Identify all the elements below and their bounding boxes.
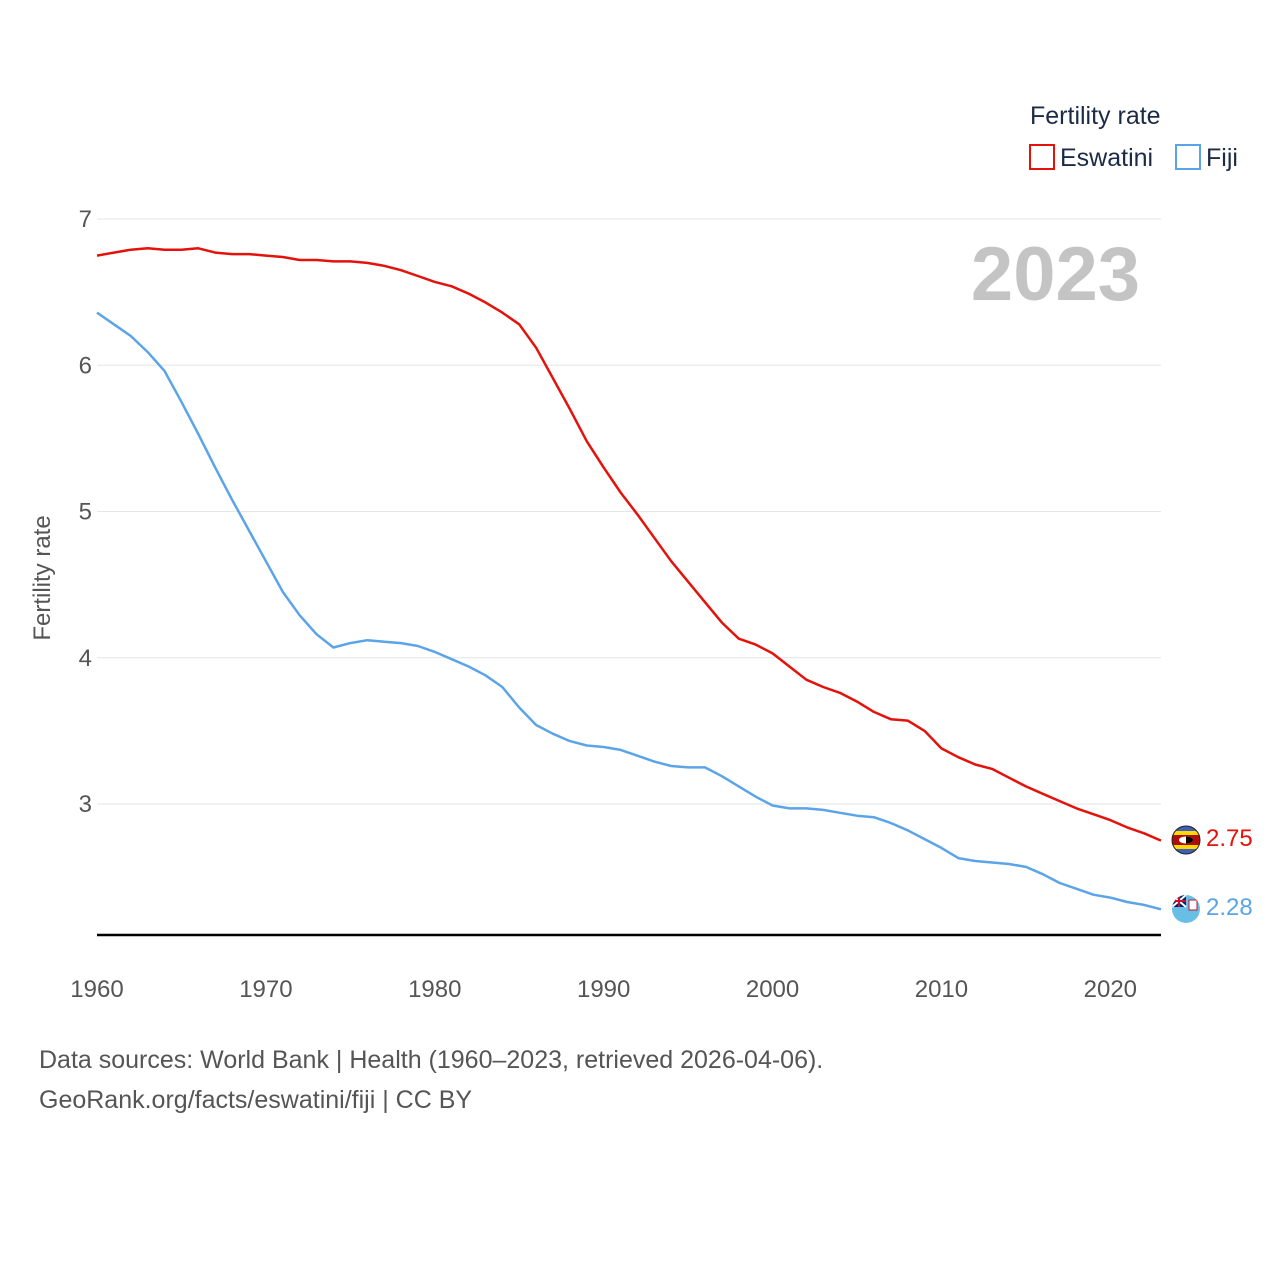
- y-tick-labels: 3 4 5 6 7: [79, 206, 92, 818]
- x-tick-label: 1990: [577, 976, 630, 1003]
- legend-label-fiji: Fiji: [1206, 144, 1238, 172]
- source-line: Data sources: World Bank | Health (1960–…: [39, 1046, 824, 1074]
- y-tick-label: 4: [79, 645, 92, 672]
- legend-swatch-fiji: [1175, 144, 1201, 170]
- gridlines: [97, 218, 1161, 805]
- y-axis-title: Fertility rate: [29, 515, 56, 640]
- x-tick-label: 1960: [70, 976, 123, 1003]
- legend-title: Fertility rate: [1030, 102, 1161, 130]
- y-tick-label: 3: [79, 791, 92, 818]
- legend-item-fiji[interactable]: Fiji: [1175, 144, 1238, 172]
- legend-label-eswatini: Eswatini: [1060, 144, 1153, 172]
- x-tick-label: 2010: [915, 976, 968, 1003]
- x-tick-label: 1980: [408, 976, 461, 1003]
- y-tick-label: 5: [79, 499, 92, 526]
- x-tick-label: 2020: [1084, 976, 1137, 1003]
- x-tick-label: 2000: [746, 976, 799, 1003]
- series-lines: [96, 247, 1162, 911]
- y-tick-label: 7: [79, 206, 92, 233]
- series-line-eswatini[interactable]: [96, 247, 1162, 842]
- x-tick-label: 1970: [239, 976, 292, 1003]
- year-stamp: 2023: [971, 232, 1140, 317]
- y-tick-label: 6: [79, 352, 92, 379]
- eswatini-flag-icon: [1171, 825, 1201, 855]
- series-line-fiji[interactable]: [96, 311, 1162, 911]
- end-label-fiji: 2.28: [1206, 894, 1253, 921]
- attribution-link[interactable]: GeoRank.org/facts/eswatini/fiji | CC BY: [39, 1086, 473, 1114]
- fiji-flag-icon: [1172, 895, 1200, 923]
- x-tick-labels: 1960 1970 1980 1990 2000 2010 2020: [70, 976, 1137, 1003]
- legend-swatch-eswatini: [1029, 144, 1055, 170]
- data-source-footer: Data sources: World Bank | Health (1960–…: [39, 1040, 823, 1120]
- legend-item-eswatini[interactable]: Eswatini: [1029, 144, 1153, 172]
- end-label-eswatini: 2.75: [1206, 825, 1253, 852]
